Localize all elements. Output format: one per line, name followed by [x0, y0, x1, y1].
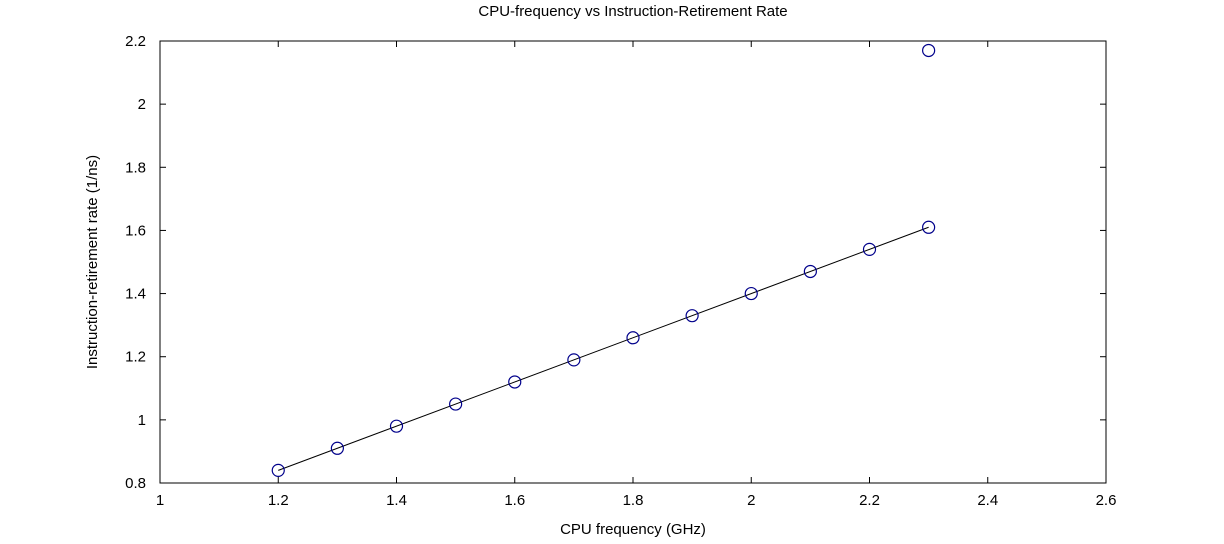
x-tick-label: 1.2	[268, 492, 289, 509]
data-point	[862, 242, 877, 256]
data-point	[626, 331, 640, 345]
axis-tick-labels: 1 1.2 1.4 1.6 1.8 2 2.2 2.4 2.6 0.8 1 1.2 1.4 1.6 1.8 2…	[125, 33, 1116, 509]
fit-line	[278, 226, 929, 471]
x-tick-label: 1	[156, 492, 164, 509]
plot-frame	[159, 40, 1107, 484]
x-tick-label: 1.4	[386, 492, 407, 509]
y-tick-label: 1.2	[125, 349, 146, 366]
chart-title: CPU-frequency vs Instruction-Retirement …	[478, 3, 787, 20]
y-tick-label: 1.4	[125, 286, 146, 303]
data-point	[685, 309, 699, 323]
data-point	[922, 43, 936, 58]
data-point	[389, 419, 404, 433]
data-point	[744, 286, 758, 301]
data-series	[271, 43, 936, 477]
y-tick-label: 1	[138, 412, 146, 429]
x-tick-label: 1.6	[504, 492, 525, 509]
x-axis-title: CPU frequency (GHz)	[560, 521, 706, 538]
y-tick-label: 1.6	[125, 222, 146, 239]
data-point	[803, 264, 817, 279]
x-tick-label: 2.4	[977, 492, 998, 509]
y-tick-label: 2.2	[125, 33, 146, 50]
data-point	[330, 441, 344, 455]
data-point	[567, 353, 581, 367]
x-tick-label: 2.6	[1096, 492, 1117, 509]
y-tick-label: 1.8	[125, 159, 146, 176]
data-point	[449, 397, 463, 411]
x-tick-label: 2	[747, 492, 755, 509]
x-tick-label: 1.8	[623, 492, 644, 509]
y-tick-label: 0.8	[125, 475, 146, 492]
data-point	[271, 463, 285, 477]
data-point	[508, 375, 522, 389]
y-tick-label: 2	[138, 96, 146, 113]
axis-ticks	[159, 40, 1107, 484]
y-axis-title: Instruction-retirement rate (1/ns)	[84, 155, 101, 369]
x-tick-label: 2.2	[859, 492, 880, 509]
data-point	[922, 220, 936, 234]
